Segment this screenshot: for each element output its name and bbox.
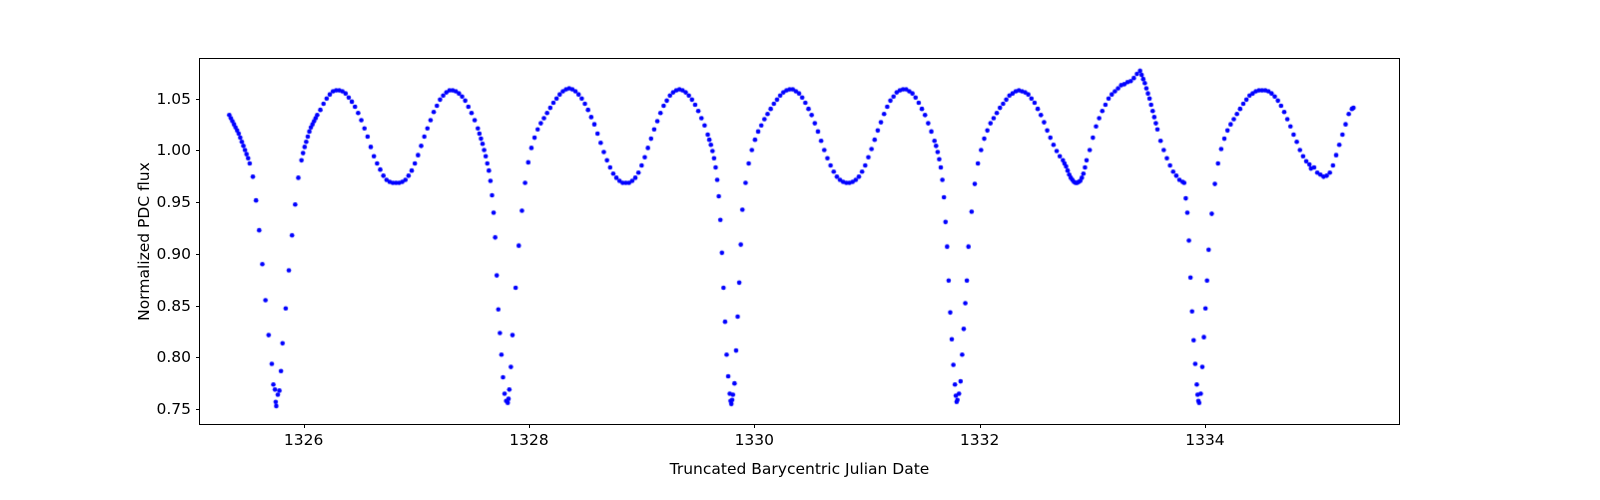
x-tick-mark bbox=[754, 424, 756, 428]
y-tick-mark bbox=[196, 253, 200, 255]
scatter-plot-canvas bbox=[200, 59, 1399, 424]
y-tick-label: 1.00 bbox=[156, 141, 191, 160]
y-tick-mark bbox=[196, 202, 200, 204]
x-tick-mark bbox=[979, 424, 981, 428]
y-tick-label: 0.80 bbox=[156, 348, 191, 367]
y-axis-label: Normalized PDC flux bbox=[135, 162, 153, 321]
x-tick-label: 1326 bbox=[283, 431, 324, 449]
x-tick-label: 1330 bbox=[734, 431, 775, 449]
y-tick-label: 0.75 bbox=[156, 399, 191, 418]
y-tick-label: 0.95 bbox=[156, 193, 191, 212]
y-tick-mark bbox=[196, 305, 200, 307]
x-tick-mark bbox=[1204, 424, 1206, 428]
y-tick-mark bbox=[196, 357, 200, 359]
x-tick-label: 1332 bbox=[959, 431, 1000, 449]
y-tick-mark bbox=[196, 408, 200, 410]
x-tick-mark bbox=[303, 424, 305, 428]
x-tick-label: 1334 bbox=[1185, 431, 1225, 449]
x-tick-label: 1328 bbox=[509, 431, 549, 449]
y-tick-label: 0.85 bbox=[156, 296, 191, 315]
plot-axes: 1326 1328 1330 1332 1334 0.75 0.80 0.85 0.90 0.9… bbox=[156, 58, 1400, 449]
y-tick-label: 1.05 bbox=[156, 89, 191, 108]
y-tick-mark bbox=[196, 150, 200, 152]
y-tick-mark bbox=[196, 98, 200, 100]
x-axis-label: Truncated Barycentric Julian Date bbox=[669, 460, 930, 478]
y-tick-label: 0.90 bbox=[156, 244, 191, 263]
x-tick-mark bbox=[528, 424, 530, 428]
